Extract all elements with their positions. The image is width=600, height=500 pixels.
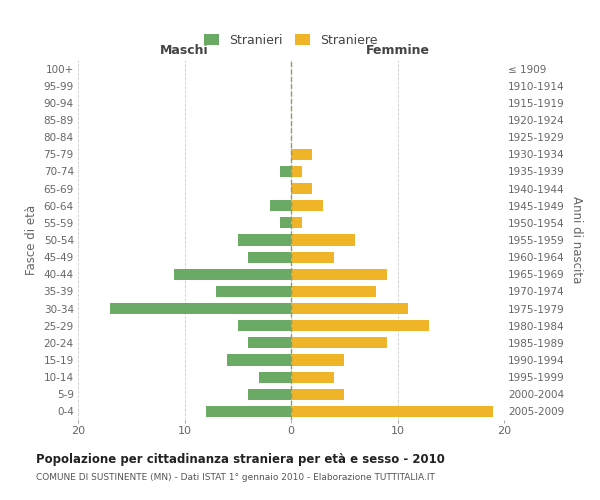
- Bar: [291, 252, 334, 262]
- Bar: [280, 218, 291, 228]
- Y-axis label: Anni di nascita: Anni di nascita: [571, 196, 583, 284]
- Bar: [291, 303, 408, 314]
- Bar: [110, 303, 291, 314]
- Bar: [291, 268, 387, 280]
- Bar: [291, 218, 302, 228]
- Bar: [248, 388, 291, 400]
- Bar: [238, 320, 291, 332]
- Y-axis label: Fasce di età: Fasce di età: [25, 205, 38, 275]
- Legend: Stranieri, Straniere: Stranieri, Straniere: [200, 30, 382, 50]
- Bar: [291, 388, 344, 400]
- Bar: [238, 234, 291, 246]
- Bar: [248, 338, 291, 348]
- Bar: [248, 252, 291, 262]
- Bar: [291, 183, 313, 194]
- Bar: [280, 166, 291, 177]
- Bar: [227, 354, 291, 366]
- Text: COMUNE DI SUSTINENTE (MN) - Dati ISTAT 1° gennaio 2010 - Elaborazione TUTTITALIA: COMUNE DI SUSTINENTE (MN) - Dati ISTAT 1…: [36, 472, 435, 482]
- Bar: [291, 200, 323, 211]
- Bar: [206, 406, 291, 417]
- Bar: [291, 286, 376, 297]
- Bar: [259, 372, 291, 382]
- Bar: [174, 268, 291, 280]
- Bar: [270, 200, 291, 211]
- Bar: [291, 148, 313, 160]
- Bar: [291, 406, 493, 417]
- Text: Popolazione per cittadinanza straniera per età e sesso - 2010: Popolazione per cittadinanza straniera p…: [36, 452, 445, 466]
- Text: Maschi: Maschi: [160, 44, 209, 58]
- Bar: [291, 354, 344, 366]
- Bar: [291, 234, 355, 246]
- Bar: [291, 338, 387, 348]
- Bar: [291, 320, 430, 332]
- Bar: [217, 286, 291, 297]
- Bar: [291, 372, 334, 382]
- Bar: [291, 166, 302, 177]
- Text: Femmine: Femmine: [365, 44, 430, 58]
